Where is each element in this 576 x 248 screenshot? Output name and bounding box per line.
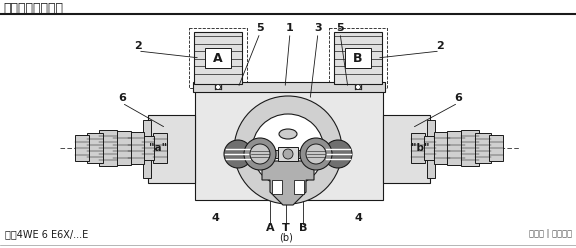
Bar bbox=[489, 135, 503, 161]
Bar bbox=[148, 115, 195, 183]
Circle shape bbox=[234, 96, 342, 204]
Circle shape bbox=[252, 114, 324, 186]
Bar bbox=[272, 180, 282, 194]
Bar bbox=[334, 32, 382, 84]
Bar bbox=[329, 28, 387, 88]
Text: A: A bbox=[266, 223, 274, 233]
Bar bbox=[128, 132, 144, 164]
Text: 6: 6 bbox=[118, 93, 126, 103]
Bar bbox=[142, 136, 154, 160]
Bar bbox=[355, 84, 361, 89]
Bar bbox=[194, 32, 242, 84]
Bar bbox=[345, 48, 371, 68]
Bar bbox=[278, 147, 298, 161]
Bar bbox=[215, 84, 221, 89]
Text: 5: 5 bbox=[256, 23, 264, 33]
Ellipse shape bbox=[279, 129, 297, 139]
Text: 1: 1 bbox=[286, 23, 294, 33]
Text: B: B bbox=[299, 223, 307, 233]
Bar bbox=[447, 131, 465, 165]
Circle shape bbox=[215, 85, 221, 90]
Circle shape bbox=[324, 140, 352, 168]
Bar bbox=[424, 136, 436, 160]
Text: 网易号 | 机电天下: 网易号 | 机电天下 bbox=[529, 229, 572, 239]
Text: 4: 4 bbox=[211, 213, 219, 223]
Polygon shape bbox=[262, 161, 314, 205]
Bar bbox=[189, 28, 247, 88]
Bar bbox=[427, 120, 435, 178]
Bar bbox=[205, 48, 231, 68]
Bar bbox=[143, 120, 151, 178]
Circle shape bbox=[283, 149, 293, 159]
Bar bbox=[461, 130, 479, 166]
Bar bbox=[434, 132, 450, 164]
Text: 型号4WE 6 E6X/...E: 型号4WE 6 E6X/...E bbox=[5, 229, 88, 239]
Text: 4: 4 bbox=[354, 213, 362, 223]
Text: 2: 2 bbox=[134, 41, 142, 51]
Bar bbox=[193, 82, 385, 92]
Bar bbox=[87, 133, 103, 163]
Circle shape bbox=[250, 144, 270, 164]
Circle shape bbox=[244, 138, 276, 170]
Text: T: T bbox=[282, 223, 290, 233]
Circle shape bbox=[355, 85, 361, 90]
Text: "a": "a" bbox=[149, 143, 167, 153]
Text: (b): (b) bbox=[279, 233, 293, 243]
Text: 5: 5 bbox=[336, 23, 344, 33]
Bar bbox=[195, 88, 383, 200]
Bar bbox=[411, 133, 425, 163]
Text: 3: 3 bbox=[314, 23, 322, 33]
Text: A: A bbox=[213, 52, 223, 64]
Text: 功能说明，剖视图: 功能说明，剖视图 bbox=[3, 2, 63, 15]
Text: "b": "b" bbox=[411, 143, 429, 153]
Text: B: B bbox=[353, 52, 363, 64]
Bar bbox=[99, 130, 117, 166]
Text: 2: 2 bbox=[436, 41, 444, 51]
Bar bbox=[475, 133, 491, 163]
Circle shape bbox=[300, 138, 332, 170]
Bar bbox=[294, 180, 304, 194]
Circle shape bbox=[224, 140, 252, 168]
Circle shape bbox=[306, 144, 326, 164]
Bar bbox=[383, 115, 430, 183]
Text: 6: 6 bbox=[454, 93, 462, 103]
Bar bbox=[240, 150, 336, 158]
Bar bbox=[153, 133, 167, 163]
Bar bbox=[75, 135, 89, 161]
Bar bbox=[113, 131, 131, 165]
